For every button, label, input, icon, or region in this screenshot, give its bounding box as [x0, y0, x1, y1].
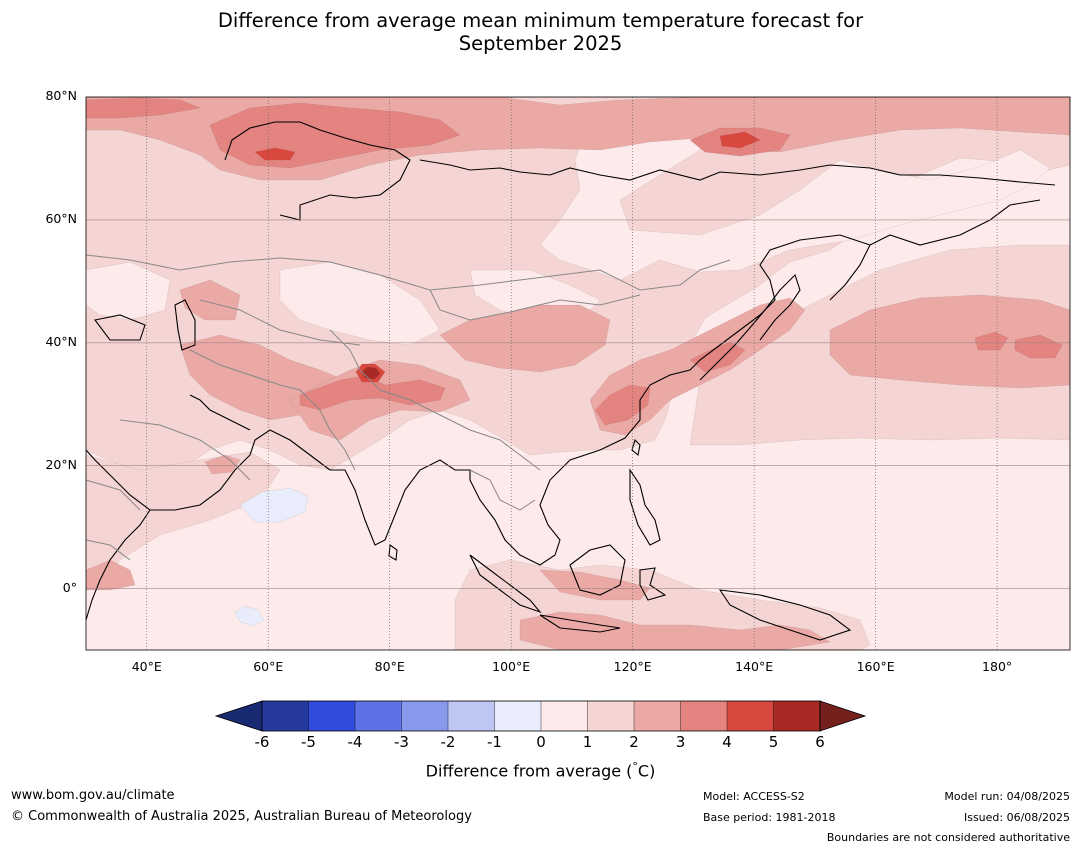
colorbar-tick-7: 1	[568, 733, 608, 751]
colorbar-tick-1: -5	[289, 733, 329, 751]
colorbar-tick-4: -2	[428, 733, 468, 751]
colorbar-tick-12: 6	[800, 733, 840, 751]
colorbar-swatch-7	[588, 701, 635, 731]
colorbar-tick-6: 0	[521, 733, 561, 751]
colorbar-extend-max	[820, 701, 865, 731]
colorbar-tick-5: -1	[475, 733, 515, 751]
lon-label-3: 100°E	[471, 659, 551, 674]
footer-disclaimer: Boundaries are not considered authoritat…	[827, 831, 1070, 844]
colorbar-tick-0: -6	[242, 733, 282, 751]
lon-label-2: 80°E	[350, 659, 430, 674]
colorbar-label: Difference from average (°C)	[0, 760, 1081, 780]
lon-label-0: 40°E	[107, 659, 187, 674]
lon-label-7: 180°	[957, 659, 1037, 674]
lat-label-2: 40°N	[0, 334, 77, 349]
lat-label-1: 60°N	[0, 211, 77, 226]
colorbar-tick-2: -4	[335, 733, 375, 751]
colorbar	[216, 701, 865, 731]
anomaly-field	[86, 97, 1070, 650]
footer-model: Model: ACCESS-S2	[703, 790, 805, 803]
colorbar-label-unit: C)	[638, 761, 655, 780]
colorbar-label-text: Difference from average (	[426, 761, 633, 780]
colorbar-swatch-0	[262, 701, 309, 731]
colorbar-tick-9: 3	[661, 733, 701, 751]
lon-label-6: 160°E	[836, 659, 916, 674]
colorbar-tick-3: -3	[382, 733, 422, 751]
footer-base-period: Base period: 1981-2018	[703, 811, 835, 824]
lon-label-5: 140°E	[714, 659, 794, 674]
colorbar-swatch-5	[495, 701, 542, 731]
map-figure	[0, 0, 1081, 850]
colorbar-swatch-6	[541, 701, 588, 731]
colorbar-swatch-8	[634, 701, 681, 731]
colorbar-extend-min	[216, 701, 262, 731]
colorbar-swatch-3	[402, 701, 449, 731]
colorbar-swatch-1	[309, 701, 356, 731]
colorbar-swatch-4	[448, 701, 495, 731]
footer-model-run: Model run: 04/08/2025	[944, 790, 1070, 803]
footer-issued: Issued: 06/08/2025	[964, 811, 1070, 824]
colorbar-swatch-10	[727, 701, 774, 731]
colorbar-tick-11: 5	[754, 733, 794, 751]
colorbar-swatch-2	[355, 701, 402, 731]
lat-label-0: 80°N	[0, 88, 77, 103]
colorbar-swatch-9	[681, 701, 728, 731]
lon-label-1: 60°E	[228, 659, 308, 674]
lon-label-4: 120°E	[593, 659, 673, 674]
lat-label-4: 0°	[0, 580, 77, 595]
colorbar-swatch-11	[774, 701, 821, 731]
footer-website: www.bom.gov.au/climate	[11, 788, 175, 803]
footer-copyright: © Commonwealth of Australia 2025, Austra…	[11, 809, 472, 824]
colorbar-tick-8: 2	[614, 733, 654, 751]
colorbar-tick-10: 4	[707, 733, 747, 751]
lat-label-3: 20°N	[0, 457, 77, 472]
